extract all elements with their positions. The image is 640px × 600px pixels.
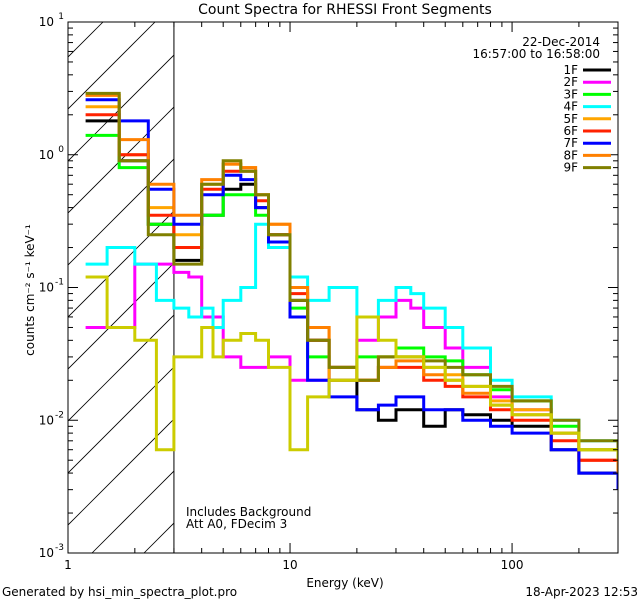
series-line-3F: [85, 133, 618, 474]
y-axis-label: counts cm⁻² s⁻¹ keV⁻¹: [23, 224, 37, 356]
hatch-line: [68, 262, 174, 370]
y-tick-exponent: -3: [55, 543, 64, 553]
hatch-line: [68, 418, 174, 526]
series-line-5F: [85, 105, 618, 474]
legend-label-1F: 1F: [563, 63, 578, 77]
y-tick-label: 10: [39, 15, 54, 29]
legend-label-9F: 9F: [563, 161, 578, 175]
legend-label-2F: 2F: [563, 75, 578, 89]
hatch-line: [68, 22, 104, 58]
x-tick-label: 100: [501, 558, 524, 572]
x-tick-label: 10: [282, 558, 297, 572]
legend-label-6F: 6F: [563, 124, 578, 138]
legend-label-8F: 8F: [563, 148, 578, 162]
chart-title: Count Spectra for RHESSI Front Segments: [198, 2, 492, 18]
annotation-background: Includes Background: [186, 505, 311, 519]
series-line-8F: [85, 93, 618, 474]
y-tick-exponent: -1: [55, 278, 64, 288]
series-line-7F: [85, 98, 618, 490]
footer-timestamp: 18-Apr-2023 12:53: [525, 585, 638, 599]
y-tick-label: 10: [39, 546, 54, 560]
y-tick-exponent: 0: [58, 145, 64, 155]
y-tick-label: 10: [39, 413, 54, 427]
x-axis-label: Energy (keV): [306, 576, 383, 590]
series-layer: [85, 91, 618, 490]
hatch-line: [68, 54, 174, 162]
hatch-line: [68, 158, 174, 266]
hatched-background-region: [68, 22, 175, 553]
legend-time-range: 16:57:00 to 16:58:00: [473, 47, 600, 61]
x-tick-label: 1: [64, 558, 72, 572]
legend-label-7F: 7F: [563, 136, 578, 150]
hatch-line: [68, 22, 156, 110]
series-line-6F: [85, 113, 618, 474]
hatch-line: [68, 210, 174, 318]
series-line-9F: [85, 91, 618, 461]
hatch-line: [68, 314, 174, 422]
legend-label-4F: 4F: [563, 100, 578, 114]
legend-date: 22-Dec-2014: [522, 35, 600, 49]
annotation-attenuator: Att A0, FDecim 3: [186, 517, 287, 531]
y-tick-label: 10: [39, 148, 54, 162]
legend-label-3F: 3F: [563, 87, 578, 101]
hatch-line: [68, 366, 174, 474]
y-tick-label: 10: [39, 281, 54, 295]
hatch-line: [68, 106, 174, 214]
y-tick-exponent: 1: [58, 12, 64, 22]
series-line-unlabeled-9: [85, 275, 618, 461]
series-line-2F: [85, 262, 618, 490]
footer-generated-by: Generated by hsi_min_spectra_plot.pro: [2, 585, 237, 599]
y-tick-exponent: -2: [55, 410, 64, 420]
legend-label-5F: 5F: [563, 112, 578, 126]
